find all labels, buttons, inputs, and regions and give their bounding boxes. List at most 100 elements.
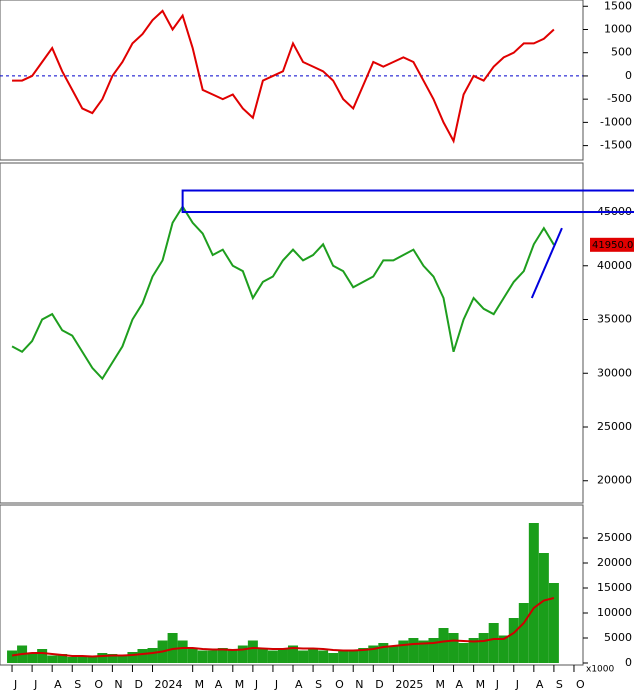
- y-tick-label: 15000: [597, 581, 632, 594]
- volume-bar: [478, 633, 489, 663]
- volume-bar: [508, 618, 519, 663]
- y-tick-label: 25000: [597, 531, 632, 544]
- x-tick-label: A: [295, 678, 303, 691]
- volume-bar: [378, 643, 389, 663]
- x-tick-label: D: [134, 678, 142, 691]
- y-tick-label: 20000: [597, 474, 632, 487]
- volume-bar: [117, 655, 128, 663]
- volume-bar: [227, 650, 238, 663]
- volume-bar: [528, 523, 539, 663]
- volume-bar: [67, 657, 78, 663]
- volume-bar: [358, 648, 369, 663]
- x-tick-label: N: [355, 678, 363, 691]
- y-tick-label: 0: [625, 69, 632, 82]
- trend-line: [530, 227, 563, 299]
- volume-bar: [288, 645, 299, 663]
- unit-label: x1000: [586, 665, 615, 675]
- panel-frame: [0, 0, 584, 161]
- x-tick-label: N: [114, 678, 122, 691]
- y-tick-label: 1500: [604, 0, 632, 12]
- y-tick-label: -500: [607, 92, 632, 105]
- x-tick-label: A: [536, 678, 544, 691]
- y-tick-label: 30000: [597, 366, 632, 379]
- volume-bar: [458, 643, 469, 663]
- y-tick-label: 10000: [597, 606, 632, 619]
- volume-bar: [548, 583, 559, 663]
- x-tick-label: D: [375, 678, 383, 691]
- x-tick-label: J: [254, 678, 258, 691]
- volume-bar: [107, 654, 118, 663]
- volume-bar: [488, 623, 499, 663]
- x-tick-label: 2025: [395, 678, 423, 691]
- y-tick-label: 20000: [597, 556, 632, 569]
- x-tick-label: J: [274, 678, 278, 691]
- volume-bar: [368, 645, 379, 663]
- volume-bar: [47, 655, 58, 663]
- volume-bar: [388, 645, 399, 663]
- volume-bar: [348, 650, 359, 663]
- volume-bar: [257, 648, 268, 663]
- volume-bar: [448, 633, 459, 663]
- x-tick-label: S: [556, 678, 563, 691]
- volume-bar: [498, 635, 509, 663]
- volume-bar: [468, 638, 479, 663]
- x-tick-label: M: [476, 678, 486, 691]
- panel-frame: [0, 162, 584, 504]
- volume-bar: [318, 650, 329, 663]
- volume-bar: [328, 653, 339, 663]
- volume-bar: [7, 650, 18, 663]
- volume-bar: [27, 653, 38, 663]
- line: [12, 9, 555, 144]
- volume-bar: [428, 638, 439, 663]
- x-tick-label: J: [515, 678, 519, 691]
- y-tick-label: 1000: [604, 22, 632, 35]
- x-tick-label: J: [495, 678, 499, 691]
- resistance-box: [181, 189, 634, 214]
- x-tick-label: S: [74, 678, 81, 691]
- line: [11, 204, 555, 381]
- x-tick-label: S: [315, 678, 322, 691]
- x-tick-label: M: [195, 678, 205, 691]
- volume-bar: [217, 648, 228, 663]
- volume-bar: [398, 640, 409, 663]
- x-tick-label: M: [235, 678, 245, 691]
- y-tick-label: -1500: [600, 139, 632, 152]
- volume-bar: [338, 650, 349, 663]
- moving-average: [11, 597, 555, 658]
- volume-bar: [127, 652, 138, 663]
- y-tick-label: -1000: [600, 115, 632, 128]
- x-tick-label: A: [54, 678, 62, 691]
- y-tick-label: 500: [611, 46, 632, 59]
- volume-bar: [538, 553, 549, 663]
- price-tag-label: 41950.00: [592, 240, 634, 251]
- x-tick-label: A: [456, 678, 464, 691]
- x-tick-label: J: [13, 678, 17, 691]
- volume-bar: [37, 649, 48, 663]
- x-tick-label: O: [94, 678, 103, 691]
- volume-bar: [87, 656, 98, 663]
- volume-bar: [418, 640, 429, 663]
- volume-bar: [207, 650, 218, 663]
- x-tick-label: O: [335, 678, 344, 691]
- y-tick-label: 40000: [597, 259, 632, 272]
- y-tick-label: 35000: [597, 313, 632, 326]
- volume-bar: [77, 655, 88, 663]
- volume-bar: [267, 650, 278, 663]
- x-tick-label: M: [435, 678, 445, 691]
- volume-bar: [438, 628, 449, 663]
- x-tick-label: O: [576, 678, 585, 691]
- x-tick-label: A: [215, 678, 223, 691]
- y-tick-label: 0: [625, 656, 632, 669]
- volume-bar: [147, 648, 158, 663]
- y-tick-label: 25000: [597, 420, 632, 433]
- price-tag: [590, 237, 634, 252]
- y-tick-label: 5000: [604, 631, 632, 644]
- volume-bar: [57, 654, 68, 663]
- volume-bar: [97, 653, 108, 663]
- x-tick-label: J: [33, 678, 37, 691]
- volume-bar: [408, 638, 419, 663]
- x-tick-label: 2024: [155, 678, 183, 691]
- volume-bar: [137, 649, 148, 663]
- volume-bar: [197, 650, 208, 663]
